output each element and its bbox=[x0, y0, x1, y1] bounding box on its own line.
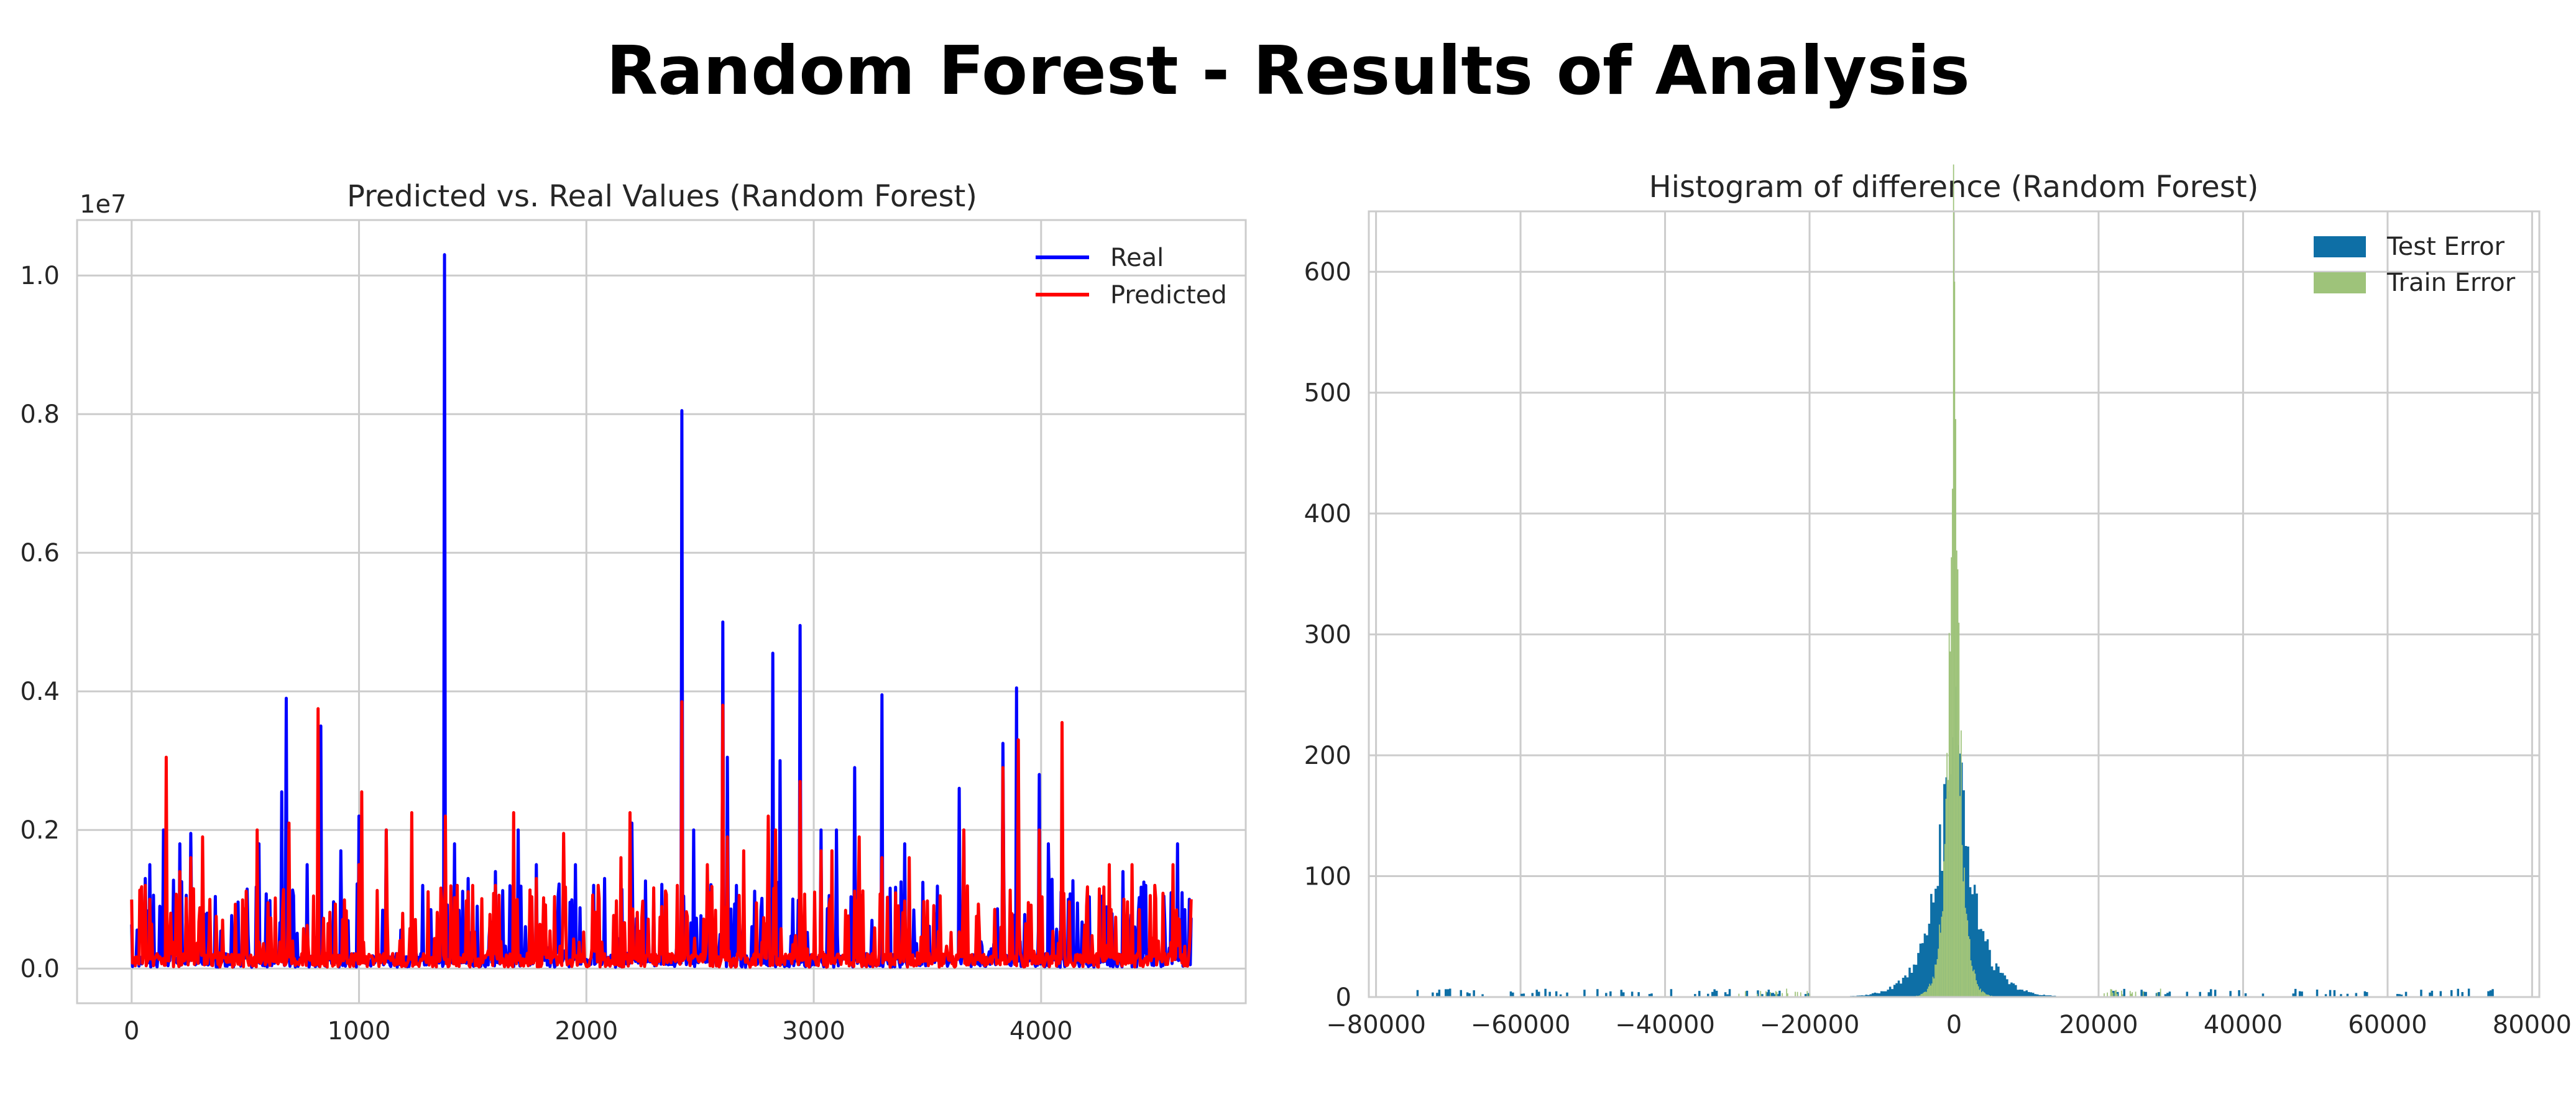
legend-swatch bbox=[2314, 236, 2366, 257]
figure-title: Random Forest - Results of Analysis bbox=[606, 32, 1970, 110]
plot-area bbox=[77, 220, 1246, 1003]
y-tick-label: 100 bbox=[1304, 863, 1351, 891]
legend: Test Error Train Error bbox=[2314, 232, 2516, 297]
x-tick-label: 3000 bbox=[782, 1017, 845, 1046]
series-predicted-line bbox=[130, 700, 1193, 969]
y-tick-label: 0.2 bbox=[20, 816, 60, 845]
histogram-chart: Histogram of difference (Random Forest) … bbox=[1304, 164, 2572, 1039]
legend-label: Test Error bbox=[2386, 232, 2505, 261]
x-tick-label: −20000 bbox=[1760, 1011, 1860, 1039]
x-tick-label: 0 bbox=[124, 1017, 139, 1046]
y-tick-label: 0.4 bbox=[20, 678, 60, 706]
y-tick-label: 600 bbox=[1304, 258, 1351, 287]
x-tick-labels: 0 1000 2000 3000 4000 bbox=[124, 1017, 1073, 1046]
y-tick-label: 400 bbox=[1304, 500, 1351, 528]
y-tick-label: 0.0 bbox=[20, 955, 60, 983]
x-tick-label: 1000 bbox=[328, 1017, 391, 1046]
line-chart: Predicted vs. Real Values (Random Forest… bbox=[20, 179, 1247, 1046]
x-tick-label: −60000 bbox=[1471, 1011, 1571, 1039]
x-tick-label: 60000 bbox=[2348, 1011, 2427, 1039]
y-tick-label: 200 bbox=[1304, 742, 1351, 770]
y-tick-label: 0 bbox=[1336, 983, 1351, 1012]
x-tick-label: 0 bbox=[1946, 1011, 1962, 1039]
legend-label: Predicted bbox=[1110, 281, 1227, 310]
y-tick-label: 500 bbox=[1304, 379, 1351, 408]
legend-label: Real bbox=[1110, 244, 1164, 272]
plot-frame bbox=[1368, 210, 2541, 998]
plot-frame bbox=[76, 219, 1247, 1004]
x-tick-label: −40000 bbox=[1615, 1011, 1715, 1039]
y-tick-labels: 0 100 200 300 400 500 600 bbox=[1304, 258, 1351, 1012]
x-tick-label: 2000 bbox=[554, 1017, 618, 1046]
y-tick-labels: 0.0 0.2 0.4 0.6 0.8 1.0 bbox=[20, 262, 60, 983]
y-tick-label: 0.8 bbox=[20, 400, 60, 429]
legend-swatch bbox=[2314, 272, 2366, 293]
y-tick-label: 0.6 bbox=[20, 539, 60, 568]
x-tick-label: 20000 bbox=[2059, 1011, 2138, 1039]
legend-label: Train Error bbox=[2386, 269, 2516, 297]
x-tick-labels: −80000 −60000 −40000 −20000 0 20000 40000 60000… bbox=[1326, 1011, 2572, 1039]
chart-title: Predicted vs. Real Values (Random Forest… bbox=[347, 179, 977, 214]
x-tick-label: 80000 bbox=[2493, 1011, 2572, 1039]
x-tick-label: 4000 bbox=[1010, 1017, 1073, 1046]
legend: Real Predicted bbox=[1036, 244, 1227, 310]
histogram-bars bbox=[1416, 164, 2494, 998]
x-tick-label: −80000 bbox=[1326, 1011, 1426, 1039]
histogram-train-error-bars bbox=[1738, 164, 2161, 998]
y-offset-label: 1e7 bbox=[80, 190, 127, 219]
grid-lines bbox=[77, 220, 1246, 1003]
y-tick-label: 300 bbox=[1304, 621, 1351, 650]
y-tick-label: 1.0 bbox=[20, 262, 60, 290]
x-tick-label: 40000 bbox=[2204, 1011, 2283, 1039]
series-lines bbox=[130, 253, 1193, 969]
